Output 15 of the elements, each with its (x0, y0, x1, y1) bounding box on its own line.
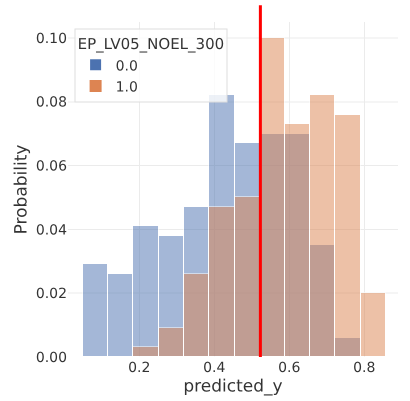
y-tick-label: 0.06 (36, 158, 68, 174)
legend-title: EP_LV05_NOEL_300 (78, 35, 224, 54)
y-tick-label: 0.04 (36, 222, 68, 238)
y-tick-label: 0.10 (36, 30, 67, 47)
x-axis-title: predicted_y (183, 376, 283, 396)
legend-label: 1.0 (116, 79, 138, 96)
x-tick-label: 0.8 (353, 360, 376, 376)
x-tick-label: 0.6 (278, 360, 300, 376)
legend-label: 0.0 (116, 58, 138, 74)
y-tick-label: 0.02 (36, 286, 67, 302)
y-tick-label: 0.00 (36, 350, 67, 366)
x-tick-label: 0.4 (203, 360, 226, 376)
y-axis-title: Probability (11, 144, 32, 234)
x-tick-label: 0.2 (128, 360, 150, 376)
y-tick-label: 0.08 (36, 94, 67, 111)
